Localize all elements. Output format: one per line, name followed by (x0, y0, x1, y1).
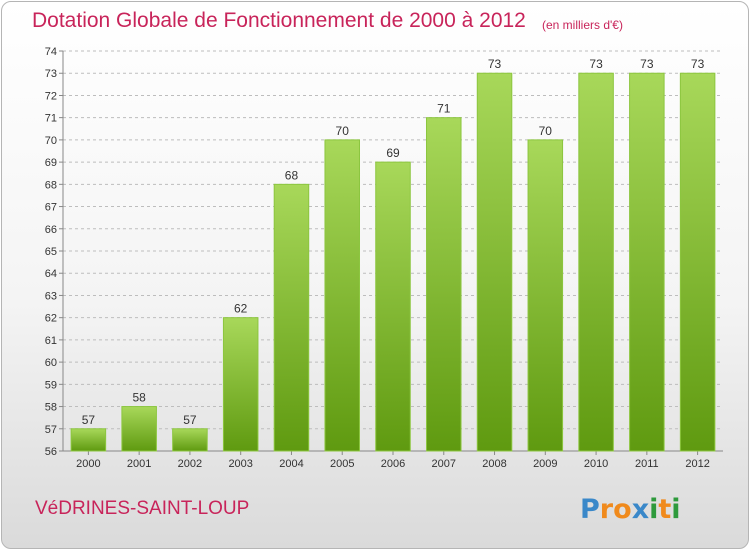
data-label-2004: 68 (285, 168, 299, 182)
y-tick-label: 71 (45, 113, 57, 125)
bar-2011 (629, 72, 665, 452)
y-tick-label: 72 (45, 90, 57, 102)
proxiti-logo: Proxiti (580, 494, 681, 525)
y-tick-label: 70 (45, 135, 57, 147)
data-label-2006: 69 (386, 146, 400, 160)
x-tick-label-2012: 2012 (685, 458, 709, 470)
y-tick-label: 73 (45, 68, 57, 80)
bar-2006 (375, 161, 411, 452)
bar-2002 (172, 428, 208, 452)
data-label-2002: 57 (183, 413, 197, 427)
x-tick-label-2002: 2002 (178, 458, 202, 470)
y-tick-label: 65 (45, 246, 57, 258)
y-tick-label: 68 (45, 179, 57, 191)
y-tick-label: 58 (45, 402, 57, 414)
bar-2004 (273, 183, 310, 452)
logo-letter: P (580, 494, 600, 525)
data-label-2011: 73 (640, 57, 654, 71)
y-tick-label: 59 (45, 379, 57, 391)
y-tick-label: 61 (45, 335, 57, 347)
chart-title: Dotation Globale de Fonctionnement de 20… (32, 9, 526, 32)
data-label-2008: 73 (488, 57, 502, 71)
bar-2003 (222, 317, 259, 452)
data-label-2012: 73 (691, 57, 705, 71)
x-tick-label-2011: 2011 (635, 458, 659, 470)
x-tick-label-2006: 2006 (381, 458, 405, 470)
bar-2000 (70, 428, 107, 452)
y-tick-label: 69 (45, 157, 57, 169)
x-tick-label-2004: 2004 (279, 458, 303, 470)
y-tick-label: 56 (45, 446, 57, 458)
bar-2001 (121, 406, 157, 452)
x-tick-label-2000: 2000 (76, 458, 100, 470)
x-tick-label-2007: 2007 (432, 458, 456, 470)
data-label-2007: 71 (437, 102, 451, 116)
x-tick-label-2001: 2001 (127, 458, 151, 470)
bar-2005 (324, 139, 360, 452)
y-tick-label: 62 (45, 313, 57, 325)
logo-letter: x (631, 494, 650, 525)
data-label-2003: 62 (234, 302, 248, 316)
bar-2009 (527, 139, 564, 452)
x-tick-label-2009: 2009 (533, 458, 557, 470)
data-label-2001: 58 (132, 391, 146, 405)
y-tick-label: 74 (45, 46, 57, 58)
y-tick-label: 63 (45, 290, 57, 302)
bar-2012 (679, 72, 716, 452)
x-tick-label-2003: 2003 (228, 458, 252, 470)
y-tick-label: 60 (45, 357, 57, 369)
data-label-2000: 57 (82, 413, 96, 427)
x-tick-label-2010: 2010 (584, 458, 608, 470)
x-tick-label-2005: 2005 (330, 458, 354, 470)
y-tick-label: 67 (45, 202, 57, 214)
chart-subtitle: (en milliers d'€) (542, 18, 623, 32)
y-tick-label: 66 (45, 224, 57, 236)
axes: 56 57 58 59 60 61 62 63 64 65 66 67 68 69 70 71 72 73 74 20… (45, 46, 723, 470)
bar-2008 (476, 72, 513, 452)
x-tick-label-2008: 2008 (482, 458, 506, 470)
logo-letter: i (649, 494, 659, 525)
y-tick-label: 57 (45, 424, 57, 436)
logo-letter: o (613, 494, 632, 525)
data-labels: 57 58 57 62 68 70 69 71 73 70 73 73 73 (82, 57, 705, 427)
bar-2007 (426, 117, 462, 452)
y-tick-label: 64 (45, 268, 57, 280)
logo-letter: i (671, 494, 681, 525)
logo-letter: r (599, 494, 614, 525)
commune-name: VéDRINES-SAINT-LOUP (35, 498, 250, 519)
data-label-2005: 70 (336, 124, 350, 138)
bars (70, 72, 716, 452)
data-label-2009: 70 (539, 124, 553, 138)
logo-letter: t (658, 494, 672, 525)
bar-2010 (578, 72, 614, 452)
data-label-2010: 73 (589, 57, 603, 71)
